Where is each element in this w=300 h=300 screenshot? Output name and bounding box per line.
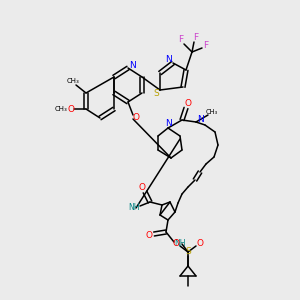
Text: O: O [172,238,179,247]
Text: NH: NH [174,239,186,248]
Text: N: N [130,61,136,70]
Text: CH₃: CH₃ [206,109,218,115]
Text: S: S [153,89,159,98]
Text: O: O [184,98,191,107]
Text: F: F [194,32,199,41]
Text: N: N [196,116,203,124]
Text: CH₃: CH₃ [67,78,80,84]
Text: N: N [166,56,172,64]
Text: O: O [133,113,140,122]
Text: CH₃: CH₃ [55,106,68,112]
Text: S: S [185,248,191,256]
Text: N: N [165,118,171,127]
Text: F: F [203,41,208,50]
Text: O: O [146,230,152,239]
Text: O: O [139,184,145,193]
Text: NH: NH [128,203,140,212]
Text: O: O [68,104,74,113]
Text: O: O [196,238,203,247]
Text: F: F [178,35,184,44]
